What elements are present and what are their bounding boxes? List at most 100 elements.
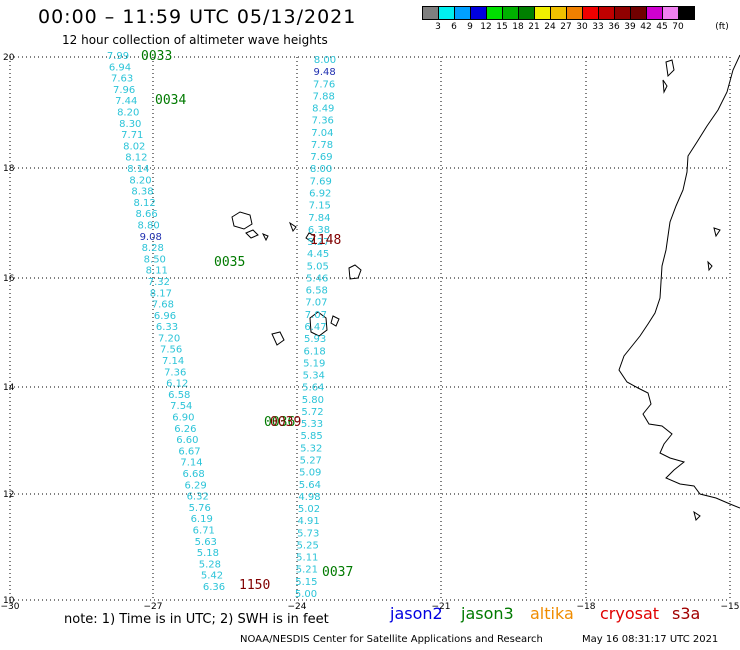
coastline-island: [271, 331, 285, 346]
track-left-value: 7.68: [152, 300, 174, 311]
track-right-value: 5.25: [297, 541, 319, 552]
pass-time-label: 0034: [155, 93, 186, 108]
track-right-value: 5.15: [295, 577, 317, 588]
track-left-value: 6.32: [187, 492, 209, 503]
legend-label: 24: [544, 22, 556, 32]
track-right-value: 9.48: [313, 67, 335, 78]
track-right-value: 5.05: [307, 261, 329, 272]
track-right-value: 5.93: [304, 334, 326, 345]
track-left-value: 7.54: [170, 401, 192, 412]
track-left-value: 5.76: [189, 503, 211, 514]
track-right-value: 6.92: [309, 189, 331, 200]
track-left-value: 7.36: [164, 367, 186, 378]
track-right-value: 7.15: [309, 201, 331, 212]
track-left-value: 6.60: [176, 435, 198, 446]
legend-sat-jason3: jason3: [461, 604, 514, 623]
track-right-value: 5.46: [306, 274, 328, 285]
track-left-value: 8.28: [142, 243, 164, 254]
track-left-value: 8.30: [119, 119, 141, 130]
coastline-island: [665, 59, 675, 78]
track-right-value: 8.00: [314, 55, 336, 66]
track-right-value: 7.69: [310, 152, 332, 163]
coastline-island: [693, 510, 701, 521]
legend-sat-s3a: s3a: [672, 604, 701, 623]
track-right-value: 5.02: [298, 504, 320, 515]
track-right-value: 5.85: [300, 431, 322, 442]
x-tick-label: −15: [721, 602, 740, 610]
coastline-island: [713, 227, 721, 238]
track-left-value: 6.96: [154, 311, 176, 322]
track-left-value: 6.71: [193, 526, 215, 537]
track-left-value: 7.20: [158, 333, 180, 344]
y-tick-label: 20: [3, 53, 15, 63]
track-right-value: 5.19: [303, 358, 325, 369]
track-right-value: 6.47: [304, 322, 326, 333]
track-left-value: 7.71: [121, 130, 143, 141]
pass-time-label: 0035: [214, 255, 245, 270]
generated-timestamp: May 16 08:31:17 UTC 2021: [582, 634, 719, 645]
coastline-island: [330, 315, 340, 327]
track-left-value: 8.66: [135, 209, 157, 220]
track-left-value: 7.56: [160, 345, 182, 356]
x-tick-label: −30: [1, 602, 20, 610]
track-left-value: 7.44: [115, 96, 137, 107]
legend-label: 27: [560, 22, 572, 32]
legend-swatch: [678, 6, 695, 20]
track-left-value: 6.67: [178, 446, 200, 457]
track-left-value: 8.02: [123, 141, 145, 152]
legend-label: 18: [512, 22, 524, 32]
track-right-value: 5.27: [307, 237, 329, 248]
legend-label: 6: [451, 22, 457, 32]
coastline-island: [662, 79, 668, 94]
track-left-value: 8.11: [146, 266, 168, 277]
track-left-value: 5.28: [199, 559, 221, 570]
legend-label: 9: [467, 22, 473, 32]
track-right-value: 7.69: [310, 176, 332, 187]
track-left-value: 8.20: [117, 108, 139, 119]
coastline-island: [231, 211, 253, 230]
track-left-value: 8.14: [127, 164, 149, 175]
track-right-value: 5.72: [301, 407, 323, 418]
track-left-value: 8.12: [125, 153, 147, 164]
track-right-value: 8.00: [310, 164, 332, 175]
track-right-value: 5.80: [302, 395, 324, 406]
page-title: 00:00 – 11:59 UTC 05/13/2021: [38, 6, 357, 28]
legend-label: 12: [480, 22, 492, 32]
track-right-value: 5.09: [299, 468, 321, 479]
legend-label: 36: [608, 22, 620, 32]
track-right-value: 5.34: [303, 371, 325, 382]
track-values: 7.996.947.637.967.448.208.307.718.028.12…: [107, 51, 336, 600]
legend-label: 39: [624, 22, 636, 32]
coastline-island: [707, 260, 713, 272]
map-grid: [9, 56, 731, 601]
x-tick-label: −18: [577, 602, 596, 610]
track-left-value: 7.32: [148, 277, 170, 288]
legend-label: 45: [656, 22, 668, 32]
legend-label: 15: [496, 22, 508, 32]
track-right-value: 7.76: [313, 79, 335, 90]
track-left-value: 8.20: [129, 175, 151, 186]
coastline-island: [261, 233, 269, 242]
coastline-island: [348, 264, 362, 280]
y-tick-label: 18: [3, 164, 15, 174]
legend-label: 42: [640, 22, 652, 32]
coastline-island: [245, 229, 259, 239]
track-right-value: 7.07: [305, 310, 327, 321]
track-left-value: 7.14: [180, 458, 202, 469]
track-left-value: 6.58: [168, 390, 190, 401]
x-tick-label: −27: [144, 602, 163, 610]
y-tick-label: 14: [3, 383, 15, 393]
track-left-value: 6.94: [109, 62, 131, 73]
track-right-value: 5.00: [295, 589, 317, 600]
track-left-value: 9.08: [140, 232, 162, 243]
coastline: [231, 54, 740, 521]
track-left-value: 6.90: [172, 413, 194, 424]
track-left-value: 7.14: [162, 356, 184, 367]
track-right-value: 7.36: [312, 116, 334, 127]
track-right-value: 6.18: [303, 346, 325, 357]
track-left-value: 8.12: [133, 198, 155, 209]
track-left-value: 8.50: [144, 254, 166, 265]
track-left-value: 7.99: [107, 51, 129, 62]
track-right-value: 6.58: [306, 286, 328, 297]
